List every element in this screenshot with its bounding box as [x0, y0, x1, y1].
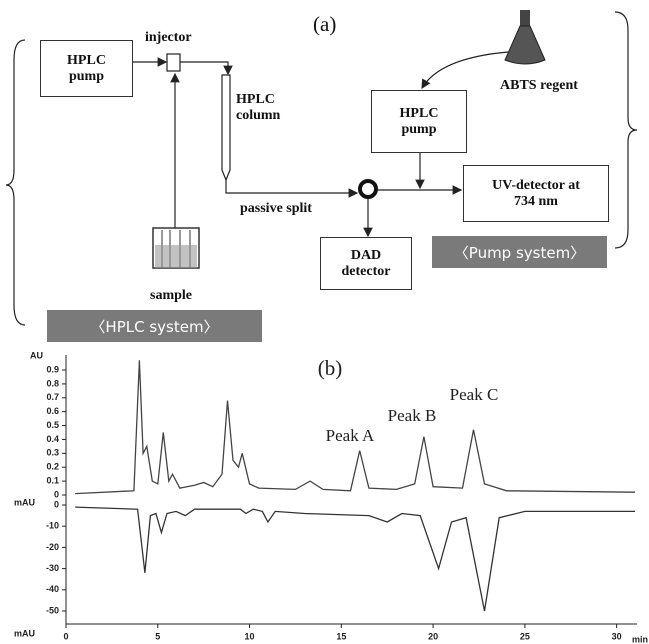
peak-label: Peak B [388, 406, 437, 425]
y2-tick-label: -10 [46, 521, 59, 531]
x-tick-label: 0 [63, 631, 68, 641]
y2-tick-label: -20 [46, 542, 59, 552]
node-label: HPLC pump [399, 105, 439, 137]
right-brace [614, 11, 638, 249]
peak-label: Peak A [326, 426, 375, 445]
diagram-lines [5, 11, 638, 326]
panel-label: (a) [313, 12, 337, 36]
panel-label: (b) [318, 356, 343, 380]
y2-tick-label: 0 [54, 499, 59, 509]
y-axis-label: AU [30, 350, 43, 360]
y-tick-label: 0.6 [46, 406, 59, 416]
pipe [180, 61, 233, 76]
y-tick-label: 0.5 [46, 420, 59, 430]
label: HPLC column [236, 92, 281, 123]
x-tick-label: 30 [612, 631, 622, 641]
pipe [421, 51, 509, 90]
node: HPLC pump [371, 90, 467, 153]
sample-rack [152, 227, 200, 269]
system-label: 〈HPLC system〉 [47, 310, 262, 342]
y2-axis-label: mAU [14, 497, 35, 507]
x-tick-label: 5 [155, 631, 160, 641]
label: ABTS regent [500, 78, 578, 93]
column [221, 74, 231, 182]
label: passive split [240, 201, 312, 216]
node: DAD detector [320, 237, 412, 290]
x-tick-label: 20 [428, 631, 438, 641]
split-tee [358, 179, 378, 199]
flask [504, 10, 546, 65]
node-label: HPLC pump [67, 52, 106, 84]
pipe [225, 180, 359, 198]
label: sample [150, 288, 192, 303]
x-tick-label: 15 [336, 631, 346, 641]
y-tick-label: 0.9 [46, 364, 59, 374]
y-tick-label: 0.1 [46, 475, 59, 485]
y2-tick-label: -40 [46, 584, 59, 594]
node: HPLC pump [40, 40, 133, 97]
trace [75, 506, 635, 612]
y-tick-label: 0.2 [46, 462, 59, 472]
node-label: DAD detector [341, 247, 391, 279]
y2-tick-label: -50 [46, 605, 59, 615]
x-tick-label: 25 [520, 631, 530, 641]
y2-axis-label-bottom: mAU [14, 628, 35, 638]
peak-label: Peak C [450, 385, 499, 404]
injector-valve [166, 53, 181, 72]
trace [75, 360, 636, 495]
x-axis-label: min [632, 634, 648, 644]
label: injector [145, 30, 192, 45]
system-label: 〈Pump system〉 [432, 236, 607, 268]
y2-tick-label: -30 [46, 563, 59, 573]
y-tick-label: 0.4 [46, 434, 59, 444]
y-tick-label: 0.8 [46, 378, 59, 388]
node-label: UV-detector at 734 nm [492, 177, 580, 209]
y-tick-label: 0.3 [46, 448, 59, 458]
x-tick-label: 10 [245, 631, 255, 641]
node: UV-detector at 734 nm [463, 165, 609, 222]
left-brace [5, 39, 26, 326]
y-tick-label: 0 [54, 489, 59, 499]
y-tick-label: 0.7 [46, 392, 59, 402]
